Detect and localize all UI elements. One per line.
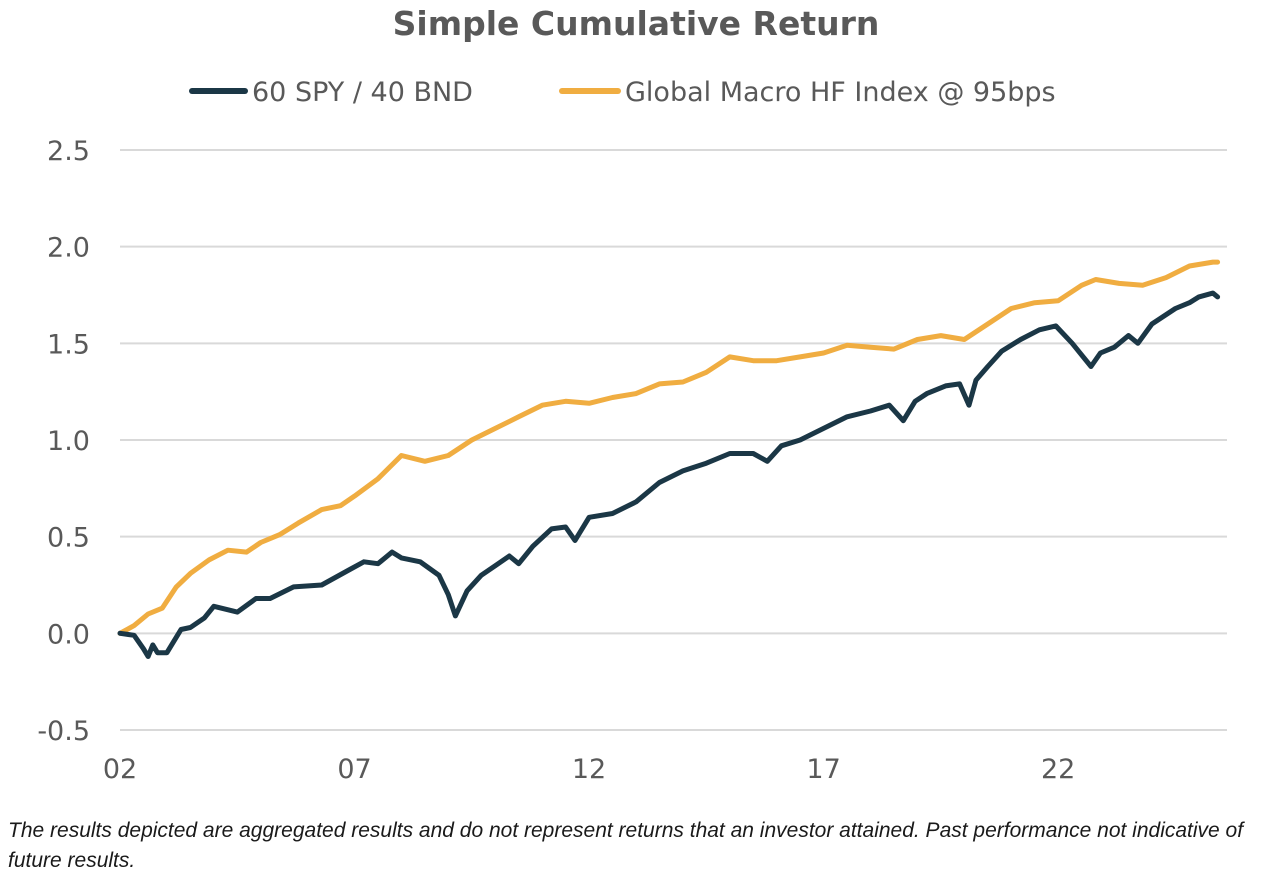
disclaimer-text: The results depicted are aggregated resu… (8, 819, 1244, 872)
x-tick-label: 07 (337, 754, 371, 785)
legend: 60 SPY / 40 BND Global Macro HF Index @ … (189, 77, 1056, 108)
x-tick-label: 02 (103, 754, 137, 785)
y-tick-label: 2.5 (47, 136, 90, 167)
series-line-global-macro (117, 259, 1221, 636)
gridlines (120, 149, 1227, 731)
chart-title: Simple Cumulative Return (393, 4, 880, 43)
y-tick-label: 0.0 (47, 619, 90, 650)
x-axis-ticks: 02 07 12 17 22 (103, 754, 1075, 785)
legend-label-60-40: 60 SPY / 40 BND (252, 77, 473, 108)
x-tick-label: 22 (1041, 754, 1075, 785)
series-lines (117, 259, 1221, 659)
series-line-60-40 (117, 290, 1221, 659)
y-axis-ticks: -0.5 0.0 0.5 1.0 1.5 2.0 2.5 (37, 136, 90, 747)
y-tick-label: 0.5 (47, 523, 90, 554)
y-tick-label: 2.0 (47, 233, 90, 264)
cumulative-return-chart: Simple Cumulative Return 60 SPY / 40 BND… (37, 4, 1227, 785)
y-tick-label: 1.5 (47, 329, 90, 360)
x-tick-label: 17 (806, 754, 840, 785)
x-tick-label: 12 (572, 754, 606, 785)
legend-label-global-macro: Global Macro HF Index @ 95bps (625, 77, 1056, 108)
y-tick-label: -0.5 (37, 716, 90, 747)
y-tick-label: 1.0 (47, 426, 90, 457)
